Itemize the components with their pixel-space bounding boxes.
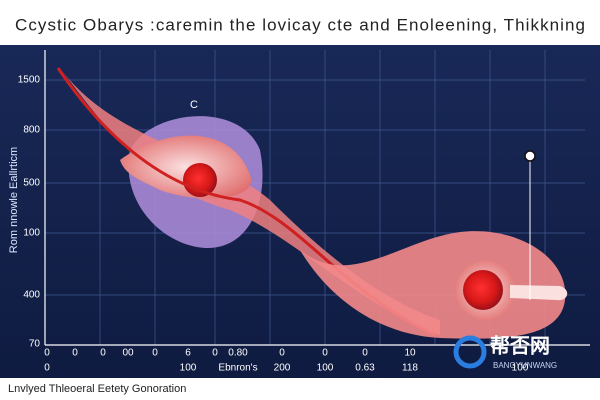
x-tick-label: 0.80 — [228, 348, 248, 359]
pointer-dot — [524, 150, 536, 162]
x-tick-label: 0 — [279, 348, 285, 359]
x-tick-label: 10 — [404, 348, 416, 359]
title-band — [0, 0, 600, 45]
y-tick-label: 70 — [29, 339, 41, 350]
footer-band — [0, 378, 600, 400]
x-tick-label: 0 — [44, 363, 50, 374]
x-tick-label: 100 — [180, 363, 197, 374]
x-tick-label: Ebnron's — [218, 363, 257, 374]
x-tick-label: 0 — [152, 348, 158, 359]
y-axis-label: Rom nnowle Eallrticm — [8, 147, 20, 253]
watermark-icon — [453, 335, 487, 369]
x-tick-label: 0 — [72, 348, 78, 359]
x-tick-label: 100 — [317, 363, 334, 374]
watermark: 帮否网 BANGYUNWANG — [453, 333, 557, 370]
tube — [510, 285, 568, 301]
annotation: C — [190, 99, 198, 111]
chart-title: Ccystic Obarys :caremin the lovicay cte … — [15, 15, 585, 34]
y-tick-label: 400 — [23, 290, 40, 301]
y-tick-label: 500 — [23, 178, 40, 189]
x-tick-label: 0 — [362, 348, 368, 359]
x-tick-label: 118 — [402, 363, 418, 374]
x-tick-label: 6 — [185, 348, 191, 359]
x-tick-label: 100 — [512, 363, 529, 374]
left-cyst — [120, 135, 252, 199]
x-tick-label: 0 — [44, 348, 50, 359]
y-tick-label: 800 — [23, 125, 40, 136]
x-tick-label: 00 — [122, 348, 134, 359]
axes — [44, 50, 590, 346]
x-tick-label: 0 — [212, 348, 218, 359]
x-tick-label: 0 — [100, 348, 106, 359]
right-ball — [463, 270, 503, 310]
watermark-logo: 帮否网 — [490, 333, 550, 357]
y-tick-label: 1500 — [18, 75, 41, 86]
x-tick-label: 0.63 — [355, 363, 375, 374]
y-tick-label: 100 — [23, 228, 40, 239]
x-tick-label: 200 — [274, 363, 291, 374]
x-tick-label: 0 — [322, 348, 328, 359]
footer: Lnvlyed Thleoeral Eetety Gonoration — [8, 383, 186, 395]
watermark-text: BANGYUNWANG — [493, 361, 557, 370]
